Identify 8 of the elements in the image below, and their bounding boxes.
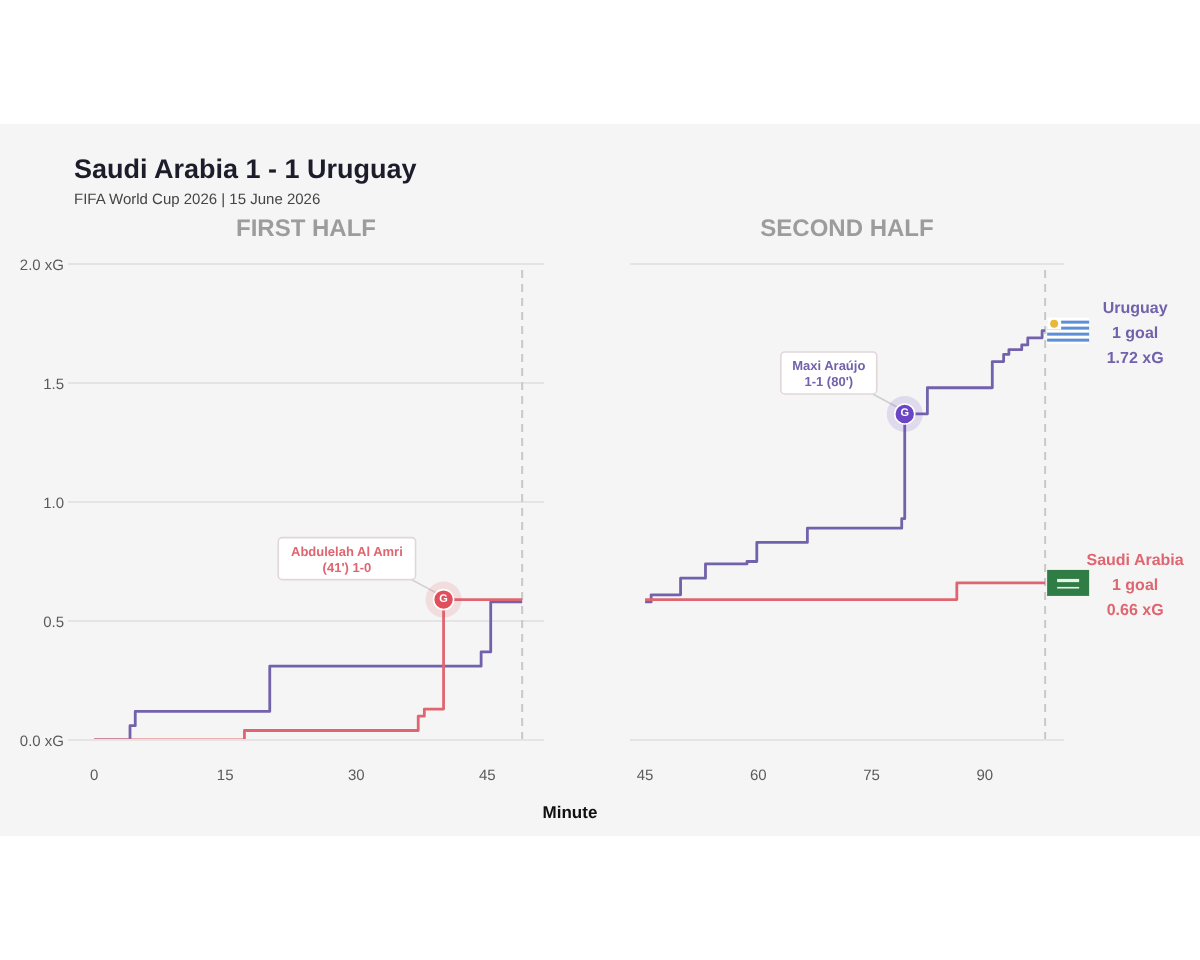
chart-title: Saudi Arabia 1 - 1 Uruguay: [74, 154, 417, 184]
x-axis-title: Minute: [540, 802, 600, 822]
text: FIRST HALF: [234, 214, 378, 242]
text: Uruguay: [1102, 298, 1169, 317]
text: 1 goal 0.66 xG: [1106, 575, 1164, 619]
text: 1 goal 1.72 xG: [1106, 323, 1164, 367]
text: Saudi Arabia: [1086, 550, 1185, 569]
chart-title: SECOND HALF: [758, 214, 936, 242]
